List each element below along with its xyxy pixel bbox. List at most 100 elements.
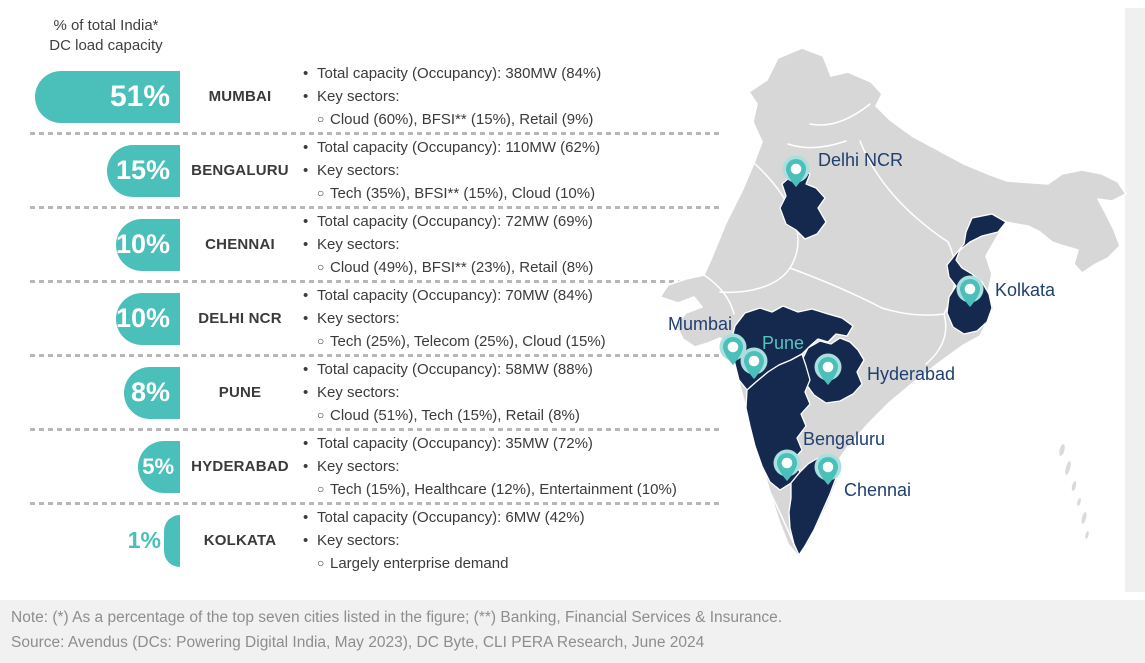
city-row-pune: 8% PUNE • Total capacity (Occupancy): 58M… bbox=[30, 357, 720, 428]
city-name: PUNE bbox=[218, 384, 262, 401]
state-borders bbox=[703, 103, 956, 545]
pin-chennai-icon bbox=[814, 453, 842, 485]
map-labels: Delhi NCR Kolkata Mumbai Pune Hyderabad … bbox=[668, 150, 1056, 500]
sectors-text: Tech (35%), BFSI** (15%), Cloud (10%) bbox=[330, 185, 596, 202]
dashed-separator bbox=[30, 206, 720, 209]
sub-bullet-icon: ○ bbox=[317, 112, 325, 126]
pct-value: 51% bbox=[109, 79, 170, 113]
sectors-label-line: • Key sectors: bbox=[303, 233, 720, 256]
capacity-line: • Total capacity (Occupancy): 380MW (84%) bbox=[303, 62, 720, 85]
capacity-line: • Total capacity (Occupancy): 35MW (72%) bbox=[303, 432, 720, 455]
capacity-text: Total capacity (Occupancy): 70MW (84%) bbox=[317, 287, 593, 304]
sectors-label: Key sectors: bbox=[317, 310, 400, 327]
sectors-line: ○ Cloud (49%), BFSI** (23%), Retail (8%) bbox=[317, 256, 720, 279]
pct-bar-pune: 8% bbox=[124, 366, 180, 419]
map-label-mumbai: Mumbai bbox=[668, 314, 732, 334]
bullet-icon: • bbox=[303, 162, 309, 179]
city-row-delhi-ncr: 10% DELHI NCR • Total capacity (Occupancy… bbox=[30, 283, 720, 354]
sectors-text: Largely enterprise demand bbox=[330, 555, 509, 572]
city-details: • Total capacity (Occupancy): 35MW (72%) … bbox=[300, 432, 720, 501]
bullet-icon: • bbox=[303, 139, 309, 156]
capacity-text: Total capacity (Occupancy): 72MW (69%) bbox=[317, 213, 593, 230]
pct-value: 10% bbox=[115, 229, 170, 259]
pct-value: 15% bbox=[115, 155, 170, 185]
pct-bar-hyderabad: 5% bbox=[138, 440, 180, 493]
bullet-icon: • bbox=[303, 435, 309, 452]
bullet-icon: • bbox=[303, 287, 309, 304]
sectors-label-line: • Key sectors: bbox=[303, 455, 720, 478]
footnote-text: Note: (*) As a percentage of the top sev… bbox=[11, 609, 783, 626]
pin-kolkata-icon bbox=[956, 275, 984, 307]
sectors-line: ○ Tech (35%), BFSI** (15%), Cloud (10%) bbox=[317, 182, 720, 205]
pct-bar-delhi-ncr: 10% bbox=[115, 292, 180, 345]
dashed-separator bbox=[30, 132, 720, 135]
bullet-icon: • bbox=[303, 361, 309, 378]
bullet-icon: • bbox=[303, 213, 309, 230]
city-name: DELHI NCR bbox=[198, 310, 282, 327]
capacity-text: Total capacity (Occupancy): 110MW (62%) bbox=[317, 139, 601, 156]
city-name: KOLKATA bbox=[203, 532, 277, 549]
sectors-line: ○ Tech (25%), Telecom (25%), Cloud (15%) bbox=[317, 330, 720, 353]
state-haryana bbox=[779, 167, 827, 240]
city-details: • Total capacity (Occupancy): 70MW (84%) … bbox=[300, 284, 720, 353]
andaman-islands bbox=[1059, 444, 1089, 539]
bullet-icon: • bbox=[303, 236, 309, 253]
source-text: Source: Avendus (DCs: Powering Digital I… bbox=[11, 634, 705, 651]
city-name: BENGALURU bbox=[191, 162, 289, 179]
india-map: Delhi NCR Kolkata Mumbai Pune Hyderabad … bbox=[650, 46, 1140, 602]
city-row-chennai: 10% CHENNAI • Total capacity (Occupancy):… bbox=[30, 209, 720, 280]
pct-bar-chennai: 10% bbox=[115, 218, 180, 271]
city-pins bbox=[719, 155, 984, 485]
bar-cell: 15% bbox=[30, 144, 180, 197]
sectors-line: ○ Cloud (60%), BFSI** (15%), Retail (9%) bbox=[317, 108, 720, 131]
pct-bar-bengaluru: 15% bbox=[107, 144, 180, 197]
capacity-line: • Total capacity (Occupancy): 72MW (69%) bbox=[303, 210, 720, 233]
map-label-pune: Pune bbox=[762, 333, 804, 353]
capacity-line: • Total capacity (Occupancy): 6MW (42%) bbox=[303, 506, 720, 529]
city-name: MUMBAI bbox=[208, 88, 272, 105]
sectors-line: ○ Cloud (51%), Tech (15%), Retail (8%) bbox=[317, 404, 720, 427]
bar-cell: 51% bbox=[30, 70, 180, 123]
pct-bar-kolkata bbox=[164, 514, 180, 567]
sectors-label: Key sectors: bbox=[317, 532, 400, 549]
sectors-label-line: • Key sectors: bbox=[303, 529, 720, 552]
bullet-icon: • bbox=[303, 509, 309, 526]
bar-cell: 5% bbox=[30, 440, 180, 493]
map-label-kolkata: Kolkata bbox=[995, 280, 1056, 300]
map-label-bengaluru: Bengaluru bbox=[803, 429, 885, 449]
pct-value: 10% bbox=[115, 303, 170, 333]
capacity-line: • Total capacity (Occupancy): 110MW (62%) bbox=[303, 136, 720, 159]
bar-cell: 10% bbox=[30, 218, 180, 271]
sectors-label: Key sectors: bbox=[317, 162, 400, 179]
city-details: • Total capacity (Occupancy): 72MW (69%) … bbox=[300, 210, 720, 279]
pin-pune-icon bbox=[740, 347, 768, 379]
sectors-label: Key sectors: bbox=[317, 236, 400, 253]
capacity-text: Total capacity (Occupancy): 6MW (42%) bbox=[317, 509, 585, 526]
sub-bullet-icon: ○ bbox=[317, 408, 325, 422]
dashed-separator bbox=[30, 280, 720, 283]
city-row-mumbai: 51% MUMBAI • Total capacity (Occupancy): … bbox=[30, 61, 720, 132]
sectors-label-line: • Key sectors: bbox=[303, 381, 720, 404]
dashed-separator bbox=[30, 354, 720, 357]
sectors-text: Tech (15%), Healthcare (12%), Entertainm… bbox=[330, 481, 677, 498]
pin-hyderabad-icon bbox=[814, 353, 842, 385]
bullet-icon: • bbox=[303, 88, 309, 105]
sub-bullet-icon: ○ bbox=[317, 334, 325, 348]
sectors-text: Cloud (60%), BFSI** (15%), Retail (9%) bbox=[330, 111, 594, 128]
capacity-line: • Total capacity (Occupancy): 58MW (88%) bbox=[303, 358, 720, 381]
city-details: • Total capacity (Occupancy): 6MW (42%) •… bbox=[300, 506, 720, 575]
pin-mumbai-icon bbox=[719, 333, 747, 365]
pct-value: 5% bbox=[142, 453, 174, 479]
sectors-label-line: • Key sectors: bbox=[303, 307, 720, 330]
chart-title: % of total India* DC load capacity bbox=[22, 16, 190, 56]
city-row-kolkata: 1% KOLKATA • Total capacity (Occupancy): … bbox=[30, 505, 720, 576]
sectors-line: ○ Largely enterprise demand bbox=[317, 552, 720, 575]
sub-bullet-icon: ○ bbox=[317, 186, 325, 200]
pct-bar-mumbai: 51% bbox=[35, 70, 180, 123]
map-label-delhi-ncr: Delhi NCR bbox=[818, 150, 903, 170]
sectors-text: Cloud (51%), Tech (15%), Retail (8%) bbox=[330, 407, 580, 424]
bullet-icon: • bbox=[303, 458, 309, 475]
footer: Note: (*) As a percentage of the top sev… bbox=[0, 600, 1145, 663]
right-edge-strip bbox=[1125, 8, 1145, 592]
